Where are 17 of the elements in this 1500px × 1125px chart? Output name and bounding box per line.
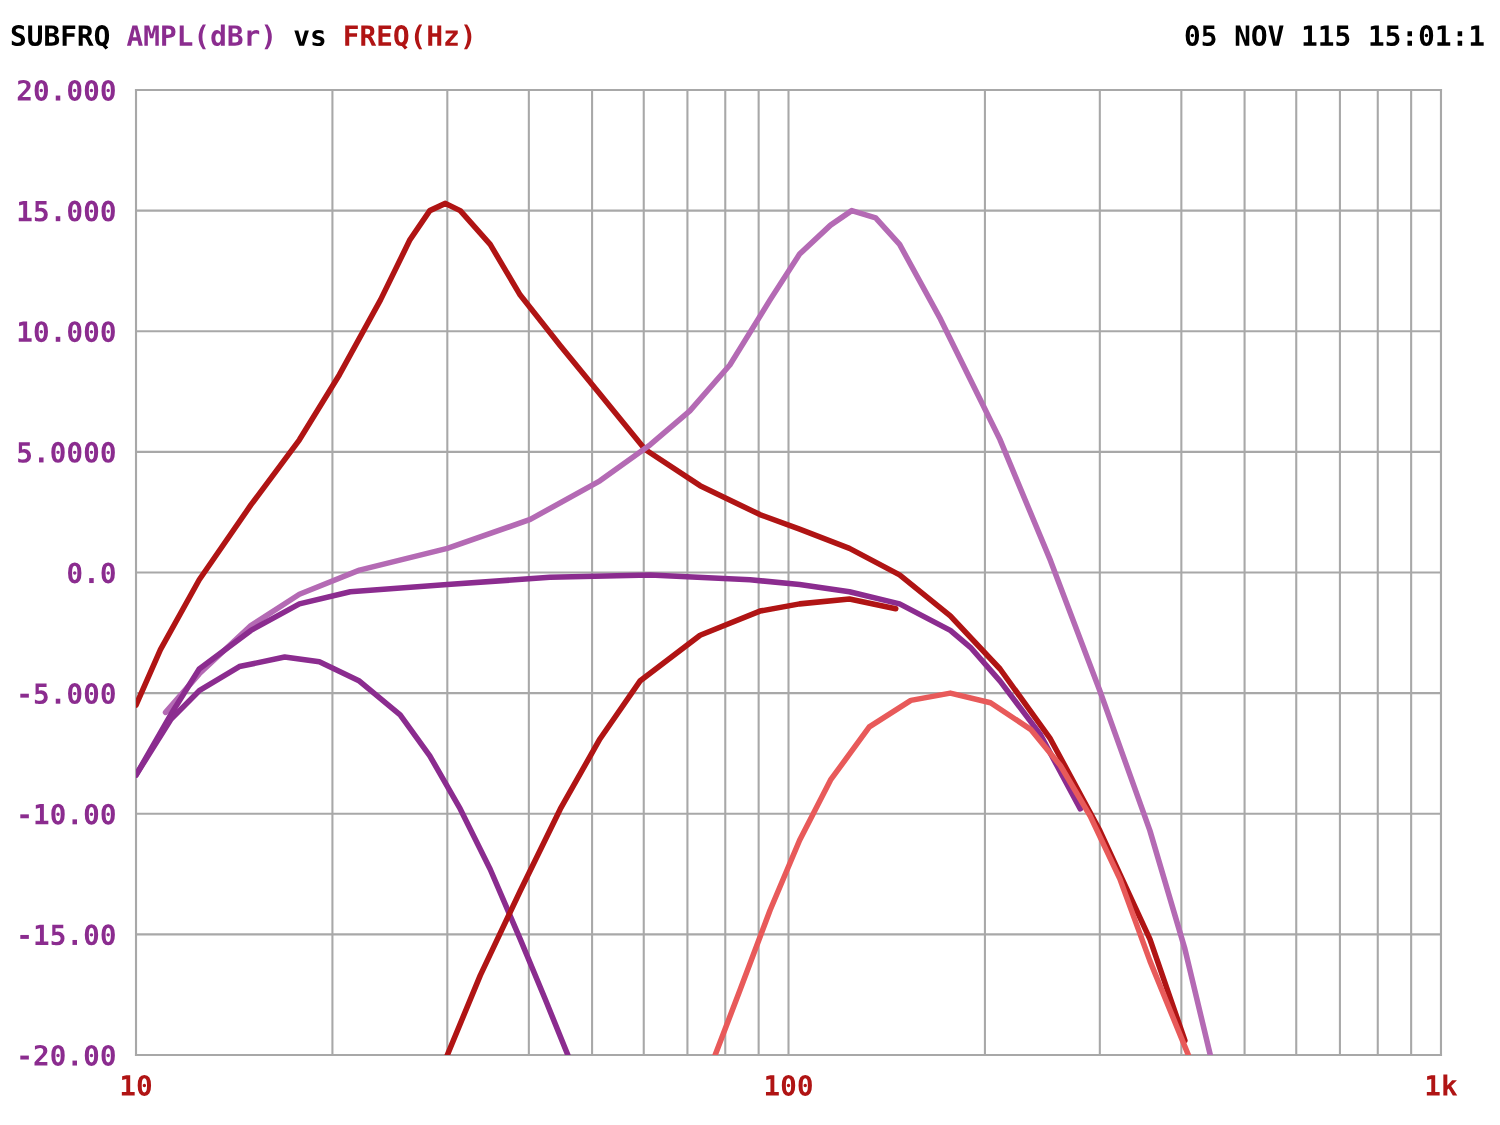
x-tick-label: 1k <box>1426 1074 1458 1096</box>
x-tick-label: 10 <box>121 1074 152 1096</box>
y-tick-label: -15.00 <box>20 924 115 946</box>
y-tick-label: -5.000 <box>20 683 115 705</box>
y-tick-label: 10.000 <box>18 321 115 343</box>
text: vs <box>294 30 325 47</box>
y-tick-label: -10.00 <box>20 803 115 825</box>
y-tick-label: 5.0000 <box>18 441 115 463</box>
x-axis-title: FREQ(Hz) <box>345 24 472 50</box>
text: 05 NOV 115 15:01:1 <box>1185 25 1484 47</box>
y-tick-label: 20.000 <box>17 79 115 101</box>
y-tick-label: 0.0 <box>68 562 115 584</box>
chart-title: SUBFRQ <box>11 25 110 50</box>
y-axis-title: AMPL(dBr) <box>126 24 272 50</box>
y-tick-label: 15.000 <box>18 200 115 222</box>
x-tick-label: 100 <box>765 1074 812 1096</box>
y-tick-label: -20.00 <box>20 1044 115 1066</box>
